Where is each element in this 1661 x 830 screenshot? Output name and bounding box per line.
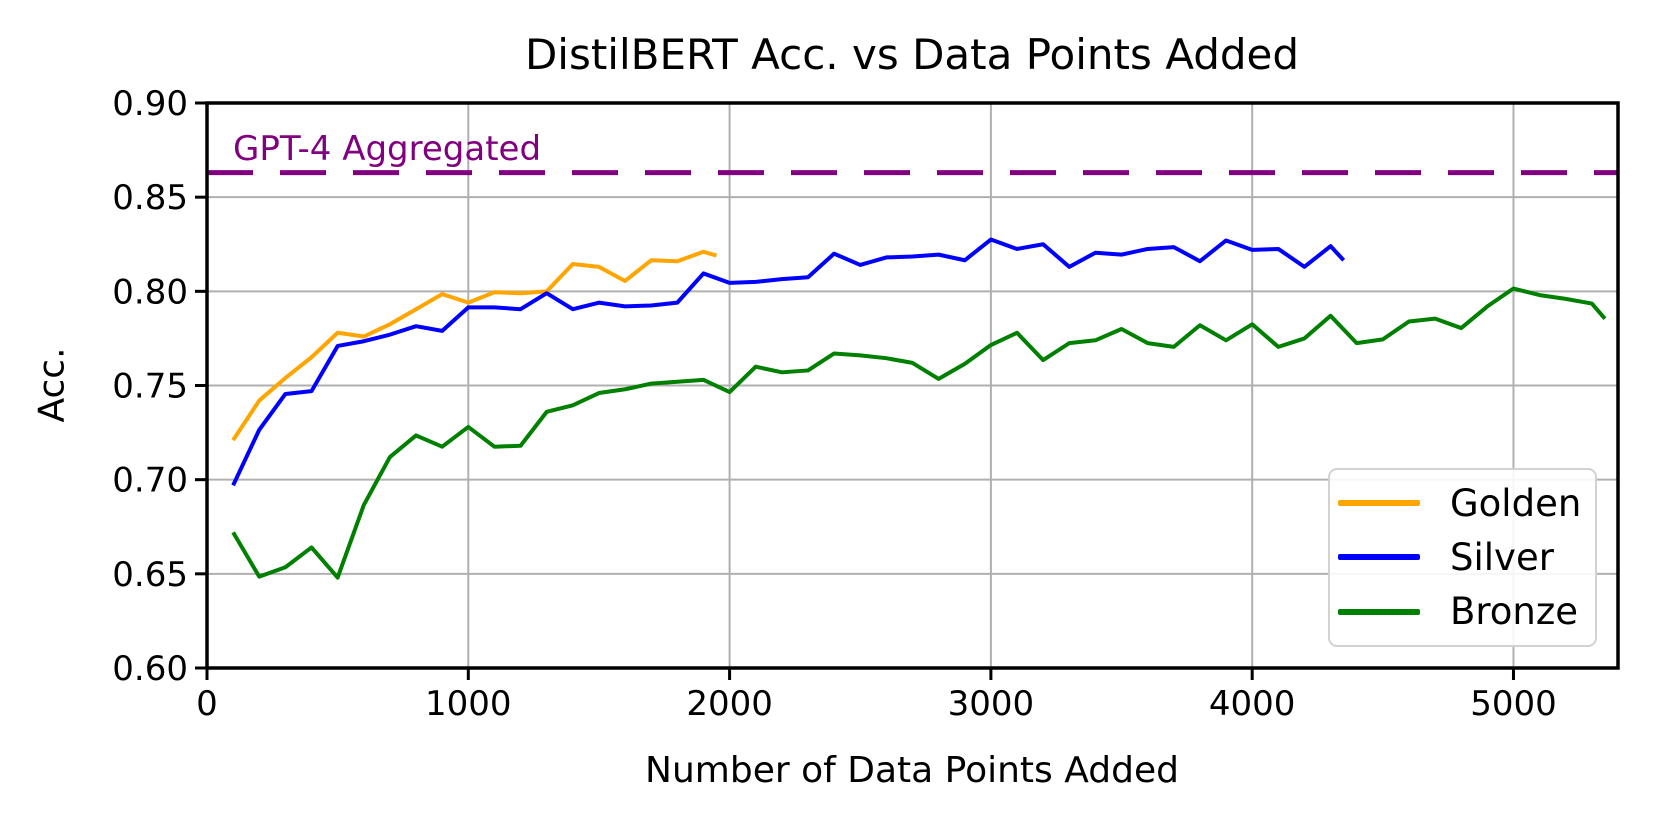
x-tick-labels: 0 1000 2000 3000 4000 5000: [196, 684, 1557, 724]
axis-ticks: [195, 101, 1515, 680]
page-title: DistilBERT Acc. vs Data Points Added: [524, 30, 1300, 79]
svg-text:0.60: 0.60: [112, 649, 188, 689]
svg-text:2000: 2000: [686, 684, 773, 724]
series-lines: [231, 237, 1607, 580]
svg-text:0.65: 0.65: [112, 555, 188, 595]
x-axis-label: Number of Data Points Added: [645, 750, 1179, 791]
legend-row-bronze: Bronze: [1338, 586, 1595, 638]
bronze-line-swatch: [1338, 608, 1420, 615]
golden-line-swatch: [1338, 500, 1420, 507]
svg-text:0.90: 0.90: [112, 84, 188, 124]
legend-row-golden: Golden: [1338, 477, 1595, 529]
y-axis-label: Acc.: [31, 347, 73, 423]
legend-label-golden: Golden: [1450, 481, 1582, 525]
legend-row-silver: Silver: [1338, 531, 1595, 583]
svg-text:0.85: 0.85: [112, 178, 188, 218]
legend: Golden Silver Bronze: [1328, 468, 1597, 647]
y-tick-labels: 0.60 0.65 0.70 0.75 0.80 0.85 0.90: [112, 84, 188, 689]
svg-text:4000: 4000: [1209, 684, 1296, 724]
silver-line-swatch: [1338, 554, 1420, 561]
gpt4-reference-label: GPT-4 Aggregated: [233, 129, 542, 169]
legend-label-silver: Silver: [1450, 535, 1554, 579]
svg-text:1000: 1000: [425, 684, 512, 724]
svg-text:0.70: 0.70: [112, 461, 188, 501]
svg-text:0.80: 0.80: [112, 272, 188, 312]
svg-text:0.75: 0.75: [112, 367, 188, 407]
legend-label-bronze: Bronze: [1450, 590, 1579, 634]
svg-text:5000: 5000: [1470, 684, 1557, 724]
svg-text:3000: 3000: [948, 684, 1035, 724]
svg-text:0: 0: [196, 684, 218, 724]
